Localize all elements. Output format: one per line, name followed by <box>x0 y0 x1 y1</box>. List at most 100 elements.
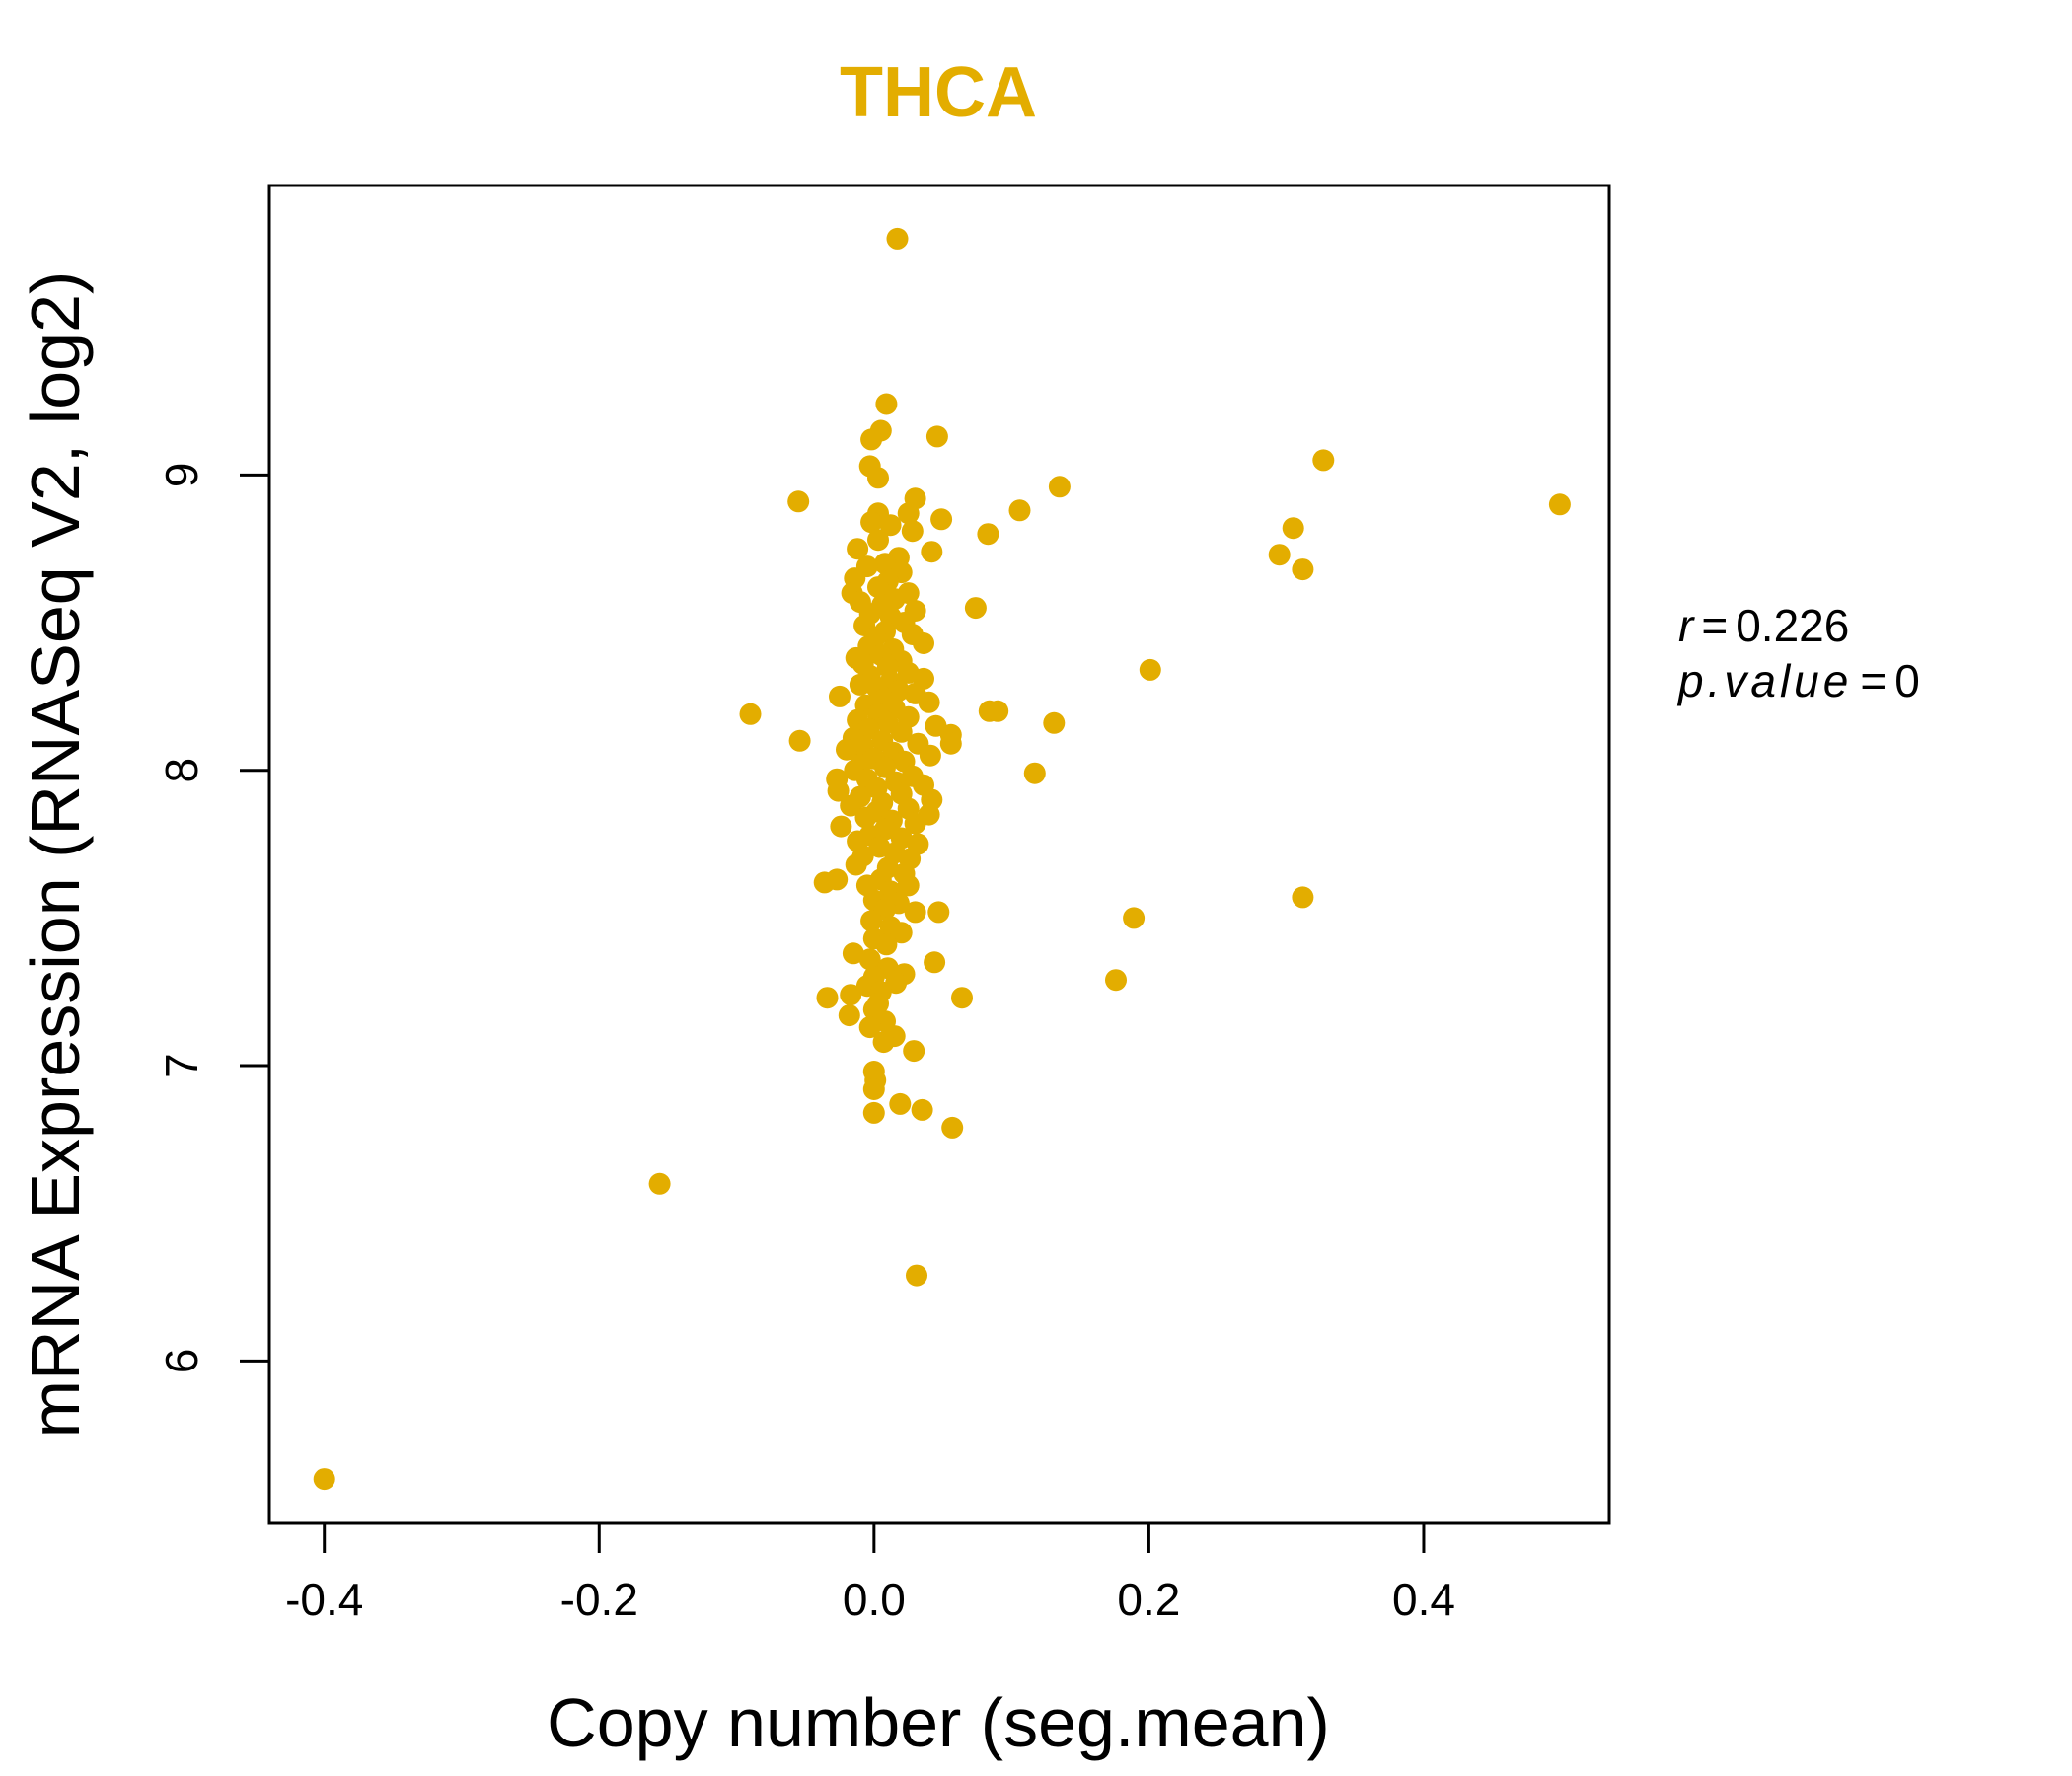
y-axis-label: mRNA Expression (RNASeq V2, log2) <box>17 271 94 1439</box>
data-point <box>813 871 836 894</box>
data-point <box>867 467 889 489</box>
data-point <box>858 948 881 971</box>
data-point <box>941 1116 964 1139</box>
data-point <box>1048 476 1071 498</box>
data-point <box>897 502 920 525</box>
data-point <box>901 520 924 543</box>
data-point <box>739 703 762 725</box>
data-point <box>860 910 883 932</box>
data-point <box>836 738 857 761</box>
x-tick-label: 0.2 <box>1117 1574 1180 1625</box>
data-point <box>911 1098 933 1121</box>
r-value: 0.226 <box>1736 600 1849 651</box>
data-point <box>788 729 811 752</box>
data-point <box>827 779 850 802</box>
data-point <box>874 756 896 778</box>
data-point <box>867 576 889 599</box>
data-point <box>951 987 973 1009</box>
data-point <box>904 812 926 835</box>
x-tick-label: -0.2 <box>560 1574 638 1625</box>
plot-frame <box>267 184 1611 1525</box>
data-point <box>874 553 896 575</box>
data-point <box>1139 658 1161 681</box>
data-point <box>854 806 877 829</box>
y-tick-label: 8 <box>156 758 207 783</box>
p-annotation: p.value = 0 <box>1676 655 1920 706</box>
data-point <box>875 933 898 956</box>
data-point <box>890 922 913 944</box>
x-tick-label: 0.0 <box>843 1574 906 1625</box>
data-point <box>924 951 946 974</box>
data-point <box>860 511 883 534</box>
x-tick-label: 0.4 <box>1392 1574 1455 1625</box>
data-point <box>927 901 950 924</box>
data-point <box>1105 969 1127 992</box>
p-equals: = <box>1860 655 1887 706</box>
data-point <box>913 632 934 654</box>
data-point <box>1282 517 1304 540</box>
data-point <box>847 538 869 560</box>
r-equals: = <box>1701 600 1728 651</box>
data-point <box>977 523 999 546</box>
data-point <box>918 691 940 713</box>
data-point <box>787 490 810 513</box>
data-point <box>906 1264 927 1287</box>
data-point <box>845 853 867 876</box>
data-point <box>889 1092 912 1115</box>
data-point <box>919 744 941 767</box>
data-point <box>939 732 962 755</box>
data-point <box>840 984 862 1006</box>
data-point <box>842 942 864 965</box>
data-point <box>875 393 898 415</box>
r-label: r <box>1678 600 1695 651</box>
correlation-annotation: r = 0.226 p.value = 0 <box>1676 600 1920 706</box>
data-point <box>904 901 926 924</box>
data-point <box>879 514 902 537</box>
y-tick-label: 6 <box>156 1349 207 1374</box>
data-point <box>867 529 889 552</box>
x-axis: -0.4 -0.2 0.0 0.2 0.4 <box>285 1521 1455 1625</box>
chart-title: THCA <box>840 53 1037 132</box>
data-point <box>890 720 913 743</box>
data-point <box>1123 907 1146 929</box>
data-point <box>886 227 909 250</box>
data-point <box>903 1040 925 1063</box>
data-point <box>862 1078 885 1100</box>
p-label: p.value <box>1676 655 1852 706</box>
data-point <box>1268 544 1291 566</box>
data-point <box>858 1016 881 1039</box>
data-point <box>840 794 862 817</box>
y-tick-label: 9 <box>156 463 207 488</box>
data-point <box>872 1031 895 1054</box>
data-point <box>1292 886 1314 909</box>
data-point <box>849 673 871 696</box>
data-point <box>1008 499 1031 522</box>
data-point <box>838 1004 860 1027</box>
y-tick-label: 7 <box>156 1053 207 1078</box>
data-point <box>925 425 948 448</box>
points-layer <box>313 227 1571 1491</box>
data-point <box>313 1468 335 1491</box>
data-point <box>930 508 953 531</box>
data-point <box>862 1101 885 1124</box>
x-axis-label: Copy number (seg.mean) <box>547 1684 1330 1761</box>
data-point <box>648 1172 671 1195</box>
y-axis: 6 7 8 9 <box>156 463 271 1374</box>
data-point <box>816 987 839 1009</box>
data-point <box>1548 493 1571 516</box>
data-point <box>830 815 852 838</box>
data-point <box>1023 762 1046 784</box>
data-point <box>860 428 883 451</box>
data-point <box>897 874 920 897</box>
p-value: 0 <box>1894 655 1920 706</box>
data-point <box>829 685 851 707</box>
data-point <box>1312 449 1335 472</box>
data-point <box>1292 558 1314 581</box>
data-point <box>964 597 987 620</box>
r-annotation: r = 0.226 <box>1678 600 1849 651</box>
x-tick-label: -0.4 <box>285 1574 363 1625</box>
data-point <box>987 700 1009 722</box>
data-point <box>921 541 943 563</box>
data-point <box>1043 711 1066 734</box>
